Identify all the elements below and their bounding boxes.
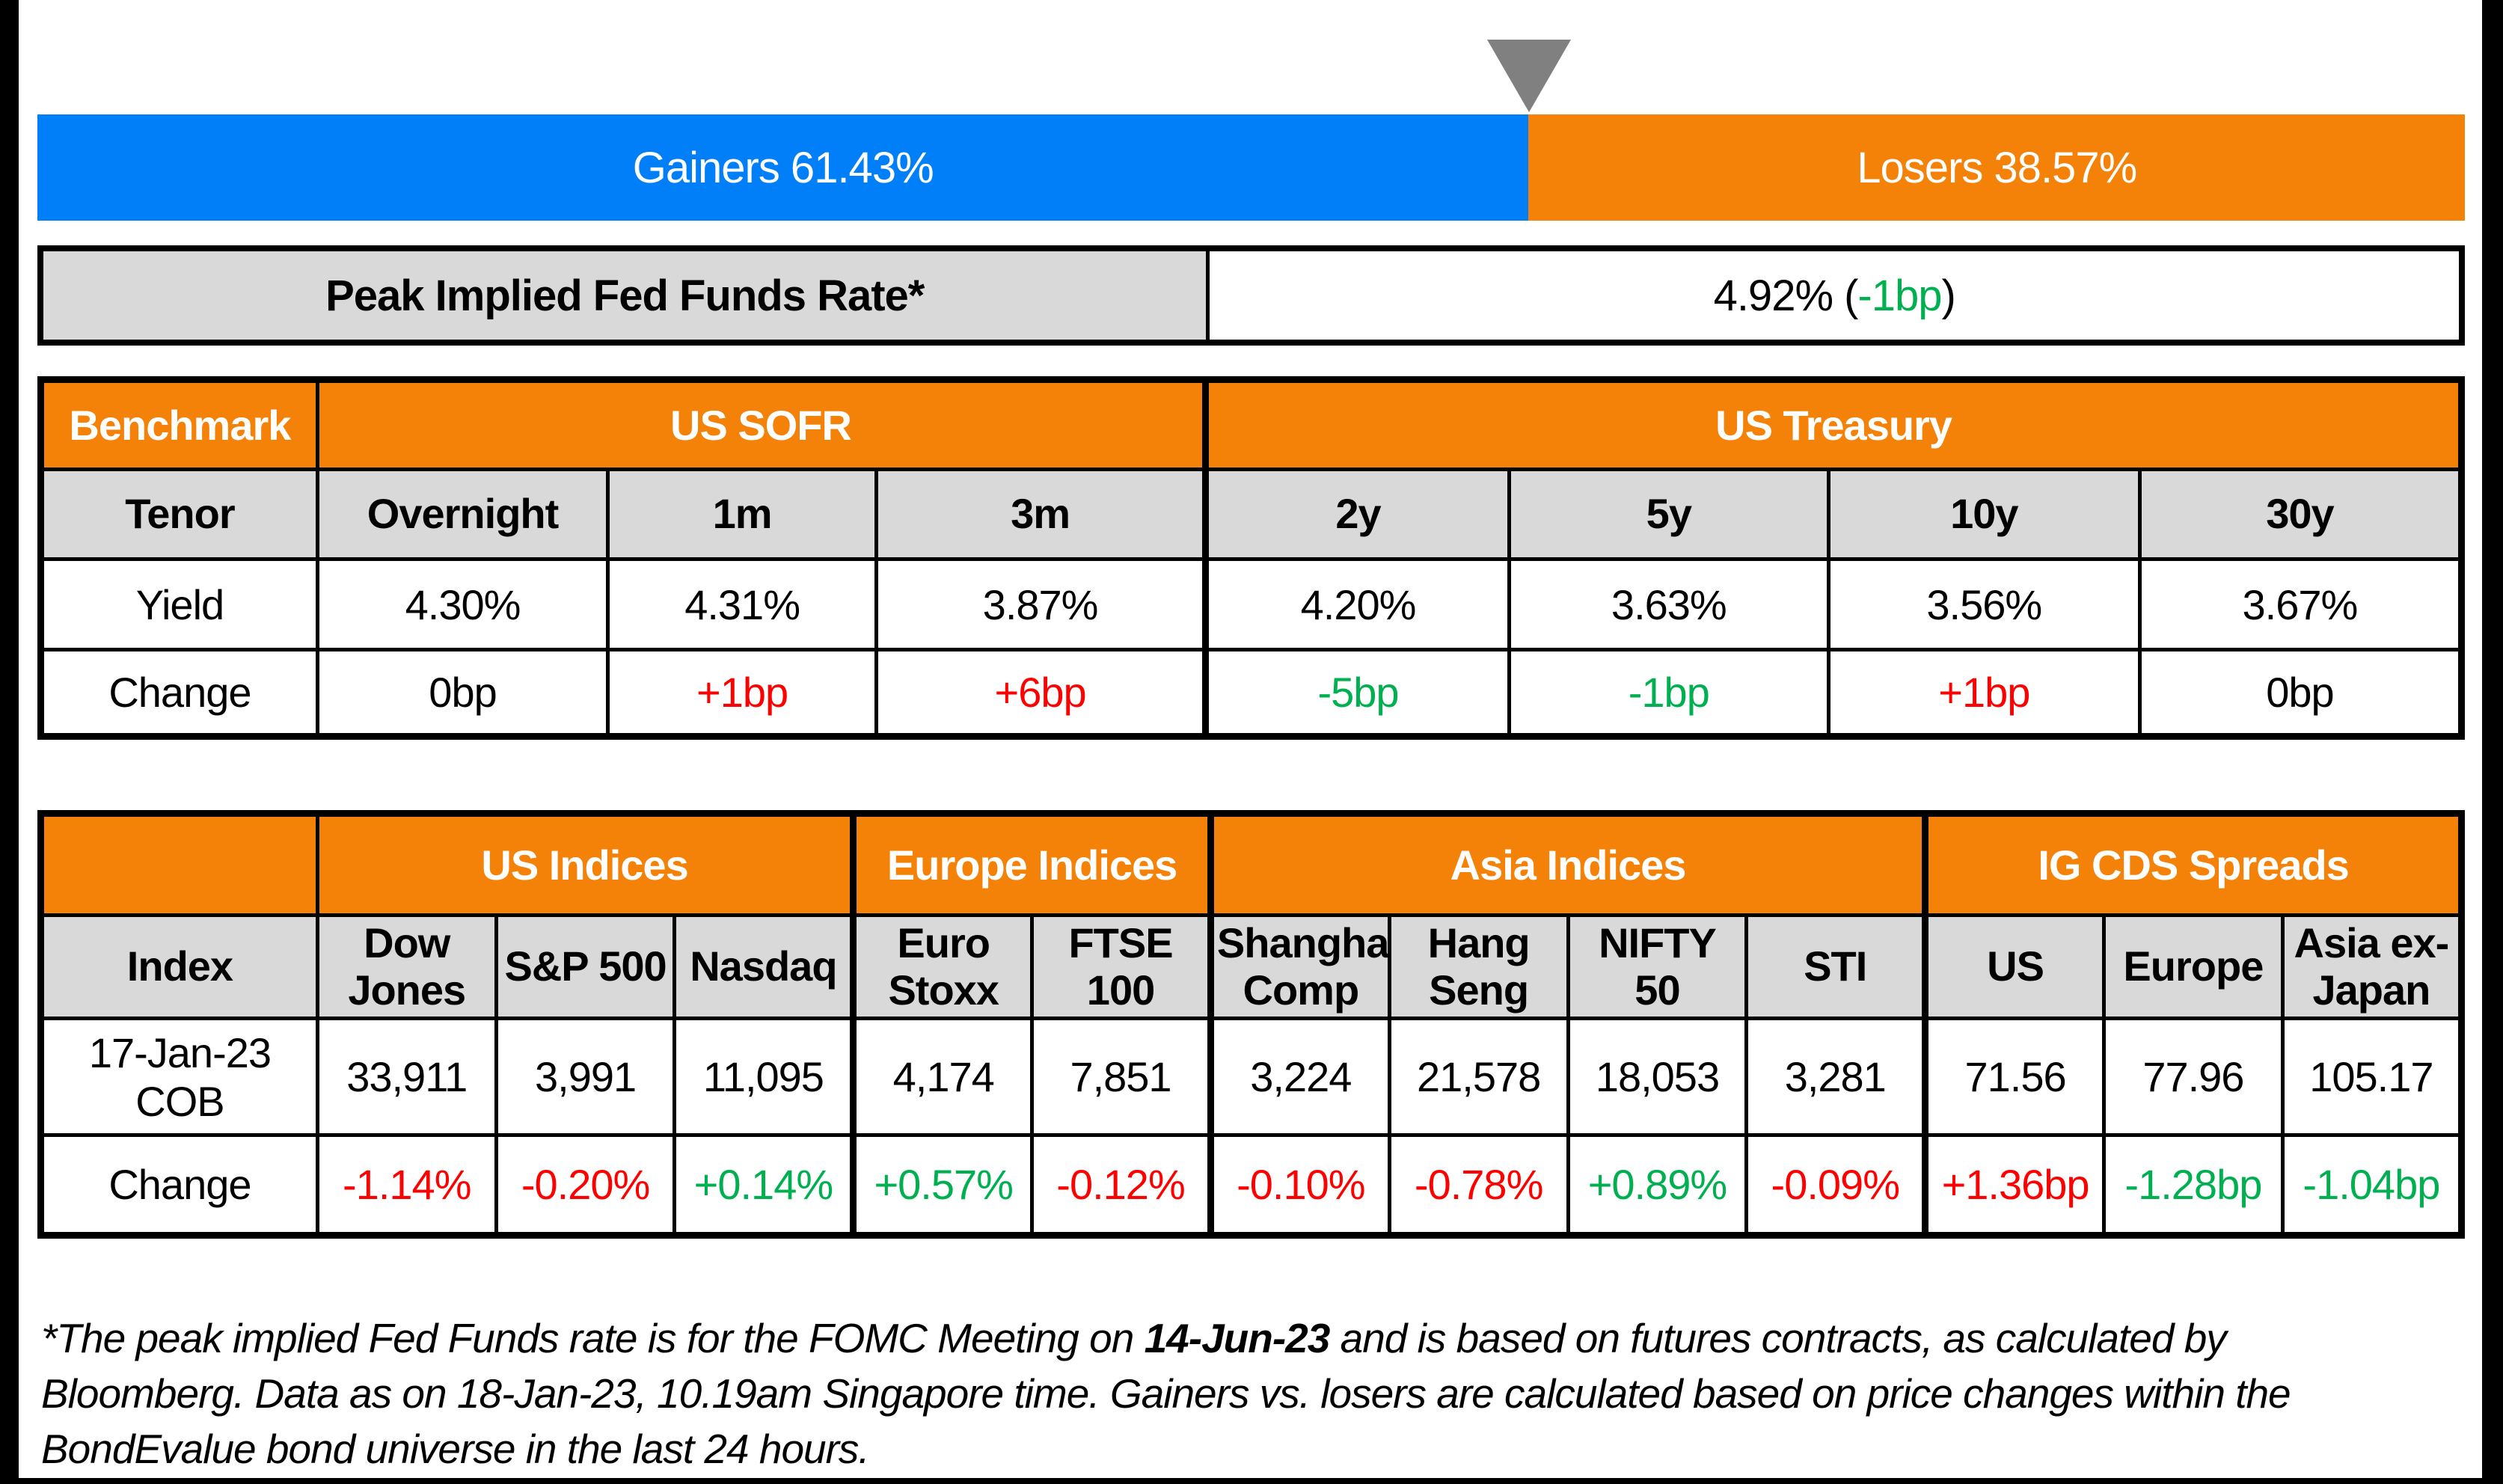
peak-fed-funds-label: Peak Implied Fed Funds Rate* bbox=[43, 251, 1210, 340]
index-change-cell: -1.28bp bbox=[2101, 1133, 2285, 1237]
group-header-ig-cds-spreads: IG CDS Spreads bbox=[1922, 812, 2463, 917]
peak-value-change: -1bp bbox=[1857, 271, 1942, 320]
change-cell: +1bp bbox=[1826, 648, 2142, 738]
index-col-header: Dow Jones bbox=[315, 913, 498, 1020]
yield-cell: 3.63% bbox=[1507, 557, 1830, 651]
index-value-cell: 18,053 bbox=[1566, 1017, 1749, 1137]
losers-segment: Losers 38.57% bbox=[1528, 114, 2465, 221]
index-col-header: STI bbox=[1744, 913, 1928, 1020]
footnote-line1-post: and is based on futures contracts, as ca… bbox=[1329, 1315, 2227, 1361]
gainers-losers-bar: Gainers 61.43% Losers 38.57% bbox=[37, 114, 2465, 221]
index-col-header: US bbox=[1922, 913, 2106, 1020]
benchmark-corner-header: Benchmark bbox=[39, 378, 319, 471]
losers-label: Losers 38.57% bbox=[1857, 143, 2137, 192]
index-change-cell: -0.78% bbox=[1387, 1133, 1570, 1237]
tenor-row-label: Tenor bbox=[39, 467, 319, 561]
index-change-cell: -0.09% bbox=[1744, 1133, 1928, 1237]
yield-cell: 3.56% bbox=[1826, 557, 2142, 651]
yield-cell: 4.20% bbox=[1202, 557, 1511, 651]
change-cell: -1bp bbox=[1507, 648, 1830, 738]
footnote-line-1: *The peak implied Fed Funds rate is for … bbox=[41, 1310, 2465, 1366]
footnote-fomc-date: 14-Jun-23 bbox=[1144, 1315, 1331, 1361]
yield-cell: 4.30% bbox=[315, 557, 610, 651]
indices-change-row-label: Change bbox=[39, 1133, 319, 1237]
index-change-cell: -0.10% bbox=[1207, 1133, 1391, 1237]
group-header-us-treasury: US Treasury bbox=[1202, 378, 2463, 471]
yield-cell: 3.87% bbox=[874, 557, 1208, 651]
bottom-edge-bar bbox=[0, 1478, 2503, 1484]
yield-row-label: Yield bbox=[39, 557, 319, 651]
peak-fed-funds-row: Peak Implied Fed Funds Rate* 4.92% (-1bp… bbox=[37, 245, 2465, 346]
tenor-cell: 1m bbox=[606, 467, 879, 561]
group-header-us-sofr: US SOFR bbox=[315, 378, 1208, 471]
index-value-cell: 21,578 bbox=[1387, 1017, 1570, 1137]
index-value-cell: 4,174 bbox=[850, 1017, 1035, 1137]
index-col-header: Euro Stoxx bbox=[850, 913, 1035, 1020]
tenor-cell: 10y bbox=[1826, 467, 2142, 561]
index-col-header: Hang Seng bbox=[1387, 913, 1570, 1020]
index-col-header: S&P 500 bbox=[494, 913, 677, 1020]
index-row-label: Index bbox=[39, 913, 319, 1020]
split-pointer-triangle-icon bbox=[1487, 40, 1571, 112]
gainers-label: Gainers 61.43% bbox=[632, 143, 934, 192]
index-change-cell: -0.12% bbox=[1030, 1133, 1213, 1237]
index-col-header: Shanghai Comp bbox=[1207, 913, 1391, 1020]
gainers-segment: Gainers 61.43% bbox=[37, 114, 1529, 221]
tenor-cell: 2y bbox=[1202, 467, 1511, 561]
change-cell: -5bp bbox=[1202, 648, 1511, 738]
change-row-label: Change bbox=[39, 648, 319, 738]
peak-fed-funds-value: 4.92% (-1bp) bbox=[1210, 251, 2459, 340]
index-change-cell: -1.04bp bbox=[2280, 1133, 2464, 1237]
index-value-cell: 3,991 bbox=[494, 1017, 677, 1137]
footnote-line1-pre: *The peak implied Fed Funds rate is for … bbox=[41, 1315, 1145, 1361]
tenor-cell: Overnight bbox=[315, 467, 610, 561]
yield-cell: 4.31% bbox=[606, 557, 879, 651]
index-change-cell: -1.14% bbox=[315, 1133, 498, 1237]
peak-value-suffix: ) bbox=[1941, 271, 1956, 320]
index-col-header: FTSE 100 bbox=[1030, 913, 1213, 1020]
footnote-line-2: Bloomberg. Data as on 18-Jan-23, 10.19am… bbox=[41, 1370, 2291, 1417]
index-value-cell: 3,224 bbox=[1207, 1017, 1391, 1137]
tenor-cell: 30y bbox=[2137, 467, 2464, 561]
left-edge-bar bbox=[0, 0, 19, 1484]
index-col-header: Asia ex-Japan bbox=[2280, 913, 2464, 1020]
footnote: *The peak implied Fed Funds rate is for … bbox=[41, 1310, 2465, 1477]
index-change-cell: +0.89% bbox=[1566, 1133, 1749, 1237]
indices-corner-header bbox=[39, 812, 319, 917]
right-edge-bar bbox=[2482, 0, 2503, 1484]
index-value-cell: 105.17 bbox=[2280, 1017, 2464, 1137]
change-cell: 0bp bbox=[2137, 648, 2464, 738]
indices-table: US Indices Europe Indices Asia Indices I… bbox=[37, 810, 2465, 1239]
change-cell: +1bp bbox=[606, 648, 879, 738]
index-col-header: NIFTY 50 bbox=[1566, 913, 1749, 1020]
index-value-cell: 71.56 bbox=[1922, 1017, 2106, 1137]
tenor-cell: 5y bbox=[1507, 467, 1830, 561]
index-change-cell: +0.14% bbox=[673, 1133, 856, 1237]
index-value-cell: 3,281 bbox=[1744, 1017, 1928, 1137]
change-cell: 0bp bbox=[315, 648, 610, 738]
benchmark-table: Benchmark US SOFR US Treasury Tenor Over… bbox=[37, 376, 2465, 740]
change-cell: +6bp bbox=[874, 648, 1208, 738]
index-value-cell: 7,851 bbox=[1030, 1017, 1213, 1137]
index-change-cell: +0.57% bbox=[850, 1133, 1035, 1237]
footnote-line-3: BondEvalue bond universe in the last 24 … bbox=[41, 1426, 870, 1472]
peak-value-prefix: 4.92% ( bbox=[1713, 271, 1859, 320]
index-change-cell: -0.20% bbox=[494, 1133, 677, 1237]
yield-cell: 3.67% bbox=[2137, 557, 2464, 651]
index-value-cell: 33,911 bbox=[315, 1017, 498, 1137]
index-change-cell: +1.36bp bbox=[1922, 1133, 2106, 1237]
index-col-header: Nasdaq bbox=[673, 913, 856, 1020]
cob-date-label: 17-Jan-23 COB bbox=[39, 1017, 319, 1137]
tenor-cell: 3m bbox=[874, 467, 1208, 561]
index-col-header: Europe bbox=[2101, 913, 2285, 1020]
index-value-cell: 77.96 bbox=[2101, 1017, 2285, 1137]
index-value-cell: 11,095 bbox=[673, 1017, 856, 1137]
group-header-europe-indices: Europe Indices bbox=[850, 812, 1213, 917]
group-header-us-indices: US Indices bbox=[315, 812, 856, 917]
group-header-asia-indices: Asia Indices bbox=[1207, 812, 1928, 917]
